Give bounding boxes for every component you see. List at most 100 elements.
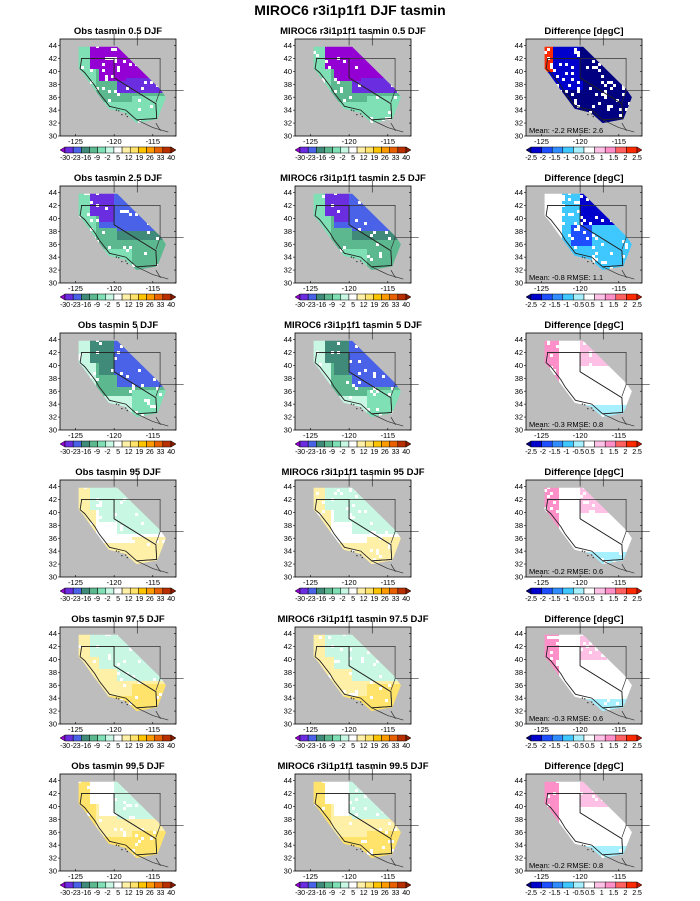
grid-cell <box>367 96 370 99</box>
grid-cell <box>144 78 147 81</box>
grid-cell <box>99 81 102 84</box>
grid-cell <box>114 249 117 252</box>
grid-cell <box>114 228 117 231</box>
grid-cell <box>625 102 628 105</box>
grid-cell <box>385 111 388 114</box>
grid-cell <box>141 99 144 102</box>
grid-cell <box>153 90 156 93</box>
grid-cell <box>147 117 150 120</box>
grid-cell <box>105 207 108 210</box>
grid-cell <box>364 108 367 111</box>
grid-cell <box>613 102 616 105</box>
grid-cell <box>96 72 99 75</box>
y-tick-label: 40 <box>49 67 57 76</box>
grid-cell <box>120 243 123 246</box>
grid-cell <box>138 243 141 246</box>
grid-cell <box>349 102 352 105</box>
y-tick-label: 34 <box>284 106 292 115</box>
grid-cell <box>96 84 99 87</box>
grid-cell <box>319 48 322 51</box>
grid-cell <box>138 111 141 114</box>
grid-cell <box>138 87 141 90</box>
grid-cell <box>373 81 376 84</box>
grid-cell <box>325 48 328 51</box>
x-tick-label: -125 <box>68 137 83 146</box>
grid-cell <box>565 60 568 63</box>
grid-cell <box>616 111 619 114</box>
x-tick-label: -115 <box>612 137 626 146</box>
grid-cell <box>147 102 150 105</box>
grid-cell <box>589 60 592 63</box>
grid-cell <box>108 225 111 228</box>
grid-cell <box>117 198 120 201</box>
grid-cell <box>123 90 126 93</box>
grid-cell <box>379 84 382 87</box>
grid-cell <box>388 114 391 117</box>
grid-cell <box>586 75 589 78</box>
grid-cell <box>123 246 126 249</box>
grid-cell <box>547 48 550 51</box>
grid-cell <box>114 87 117 90</box>
grid-cell <box>147 114 150 117</box>
grid-cell <box>111 234 114 237</box>
grid-cell <box>595 84 598 87</box>
grid-cell <box>583 51 586 54</box>
grid-cell <box>601 102 604 105</box>
grid-cell <box>129 210 132 213</box>
grid-cell <box>105 90 108 93</box>
grid-cell <box>102 90 105 93</box>
grid-cell <box>340 72 343 75</box>
grid-cell <box>99 210 102 213</box>
grid-cell <box>144 102 147 105</box>
grid-cell <box>129 75 132 78</box>
grid-cell <box>610 90 613 93</box>
grid-cell <box>126 213 129 216</box>
grid-cell <box>99 234 102 237</box>
grid-cell <box>96 210 99 213</box>
grid-cell <box>144 249 147 252</box>
grid-cell <box>117 222 120 225</box>
grid-cell <box>607 105 610 108</box>
grid-cell <box>580 90 583 93</box>
grid-cell <box>346 75 349 78</box>
grid-cell <box>340 78 343 81</box>
grid-cell <box>376 75 379 78</box>
grid-cell <box>337 69 340 72</box>
grid-cell <box>589 78 592 81</box>
grid-cell <box>96 198 99 201</box>
grid-cell <box>114 240 117 243</box>
grid-cell <box>84 66 87 69</box>
grid-cell <box>105 96 108 99</box>
grid-cell <box>123 207 126 210</box>
grid-cell <box>568 81 571 84</box>
grid-cell <box>571 84 574 87</box>
grid-cell <box>147 81 150 84</box>
grid-cell <box>583 54 586 57</box>
grid-cell <box>373 75 376 78</box>
grid-cell <box>114 198 117 201</box>
grid-cell <box>129 219 132 222</box>
grid-cell <box>114 93 117 96</box>
grid-cell <box>102 81 105 84</box>
grid-cell <box>598 75 601 78</box>
grid-cell <box>586 105 589 108</box>
grid-cell <box>105 63 108 66</box>
grid-cell <box>120 231 123 234</box>
grid-cell <box>132 246 135 249</box>
grid-cell <box>340 66 343 69</box>
grid-cell <box>337 63 340 66</box>
grid-cell <box>108 222 111 225</box>
grid-cell <box>382 102 385 105</box>
grid-cell <box>358 105 361 108</box>
grid-cell <box>141 102 144 105</box>
grid-cell <box>84 207 87 210</box>
grid-cell <box>114 81 117 84</box>
grid-cell <box>96 195 99 198</box>
grid-cell <box>589 75 592 78</box>
map-panel-svg: MIROC6 r3i1p1f1 tasmin 0.5 DJF4442403836… <box>295 39 411 166</box>
grid-cell <box>126 69 129 72</box>
grid-cell <box>120 90 123 93</box>
grid-cell <box>580 99 583 102</box>
grid-cell <box>105 69 108 72</box>
